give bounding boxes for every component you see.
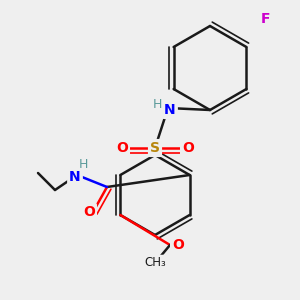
Text: CH₃: CH₃: [144, 256, 166, 269]
Text: O: O: [172, 238, 184, 252]
Text: S: S: [150, 141, 160, 155]
Text: H: H: [78, 158, 88, 172]
Text: H: H: [152, 98, 162, 110]
Text: N: N: [164, 103, 176, 117]
Text: O: O: [83, 205, 95, 219]
Text: O: O: [116, 141, 128, 155]
Text: N: N: [69, 170, 81, 184]
Text: F: F: [261, 12, 271, 26]
Text: O: O: [182, 141, 194, 155]
